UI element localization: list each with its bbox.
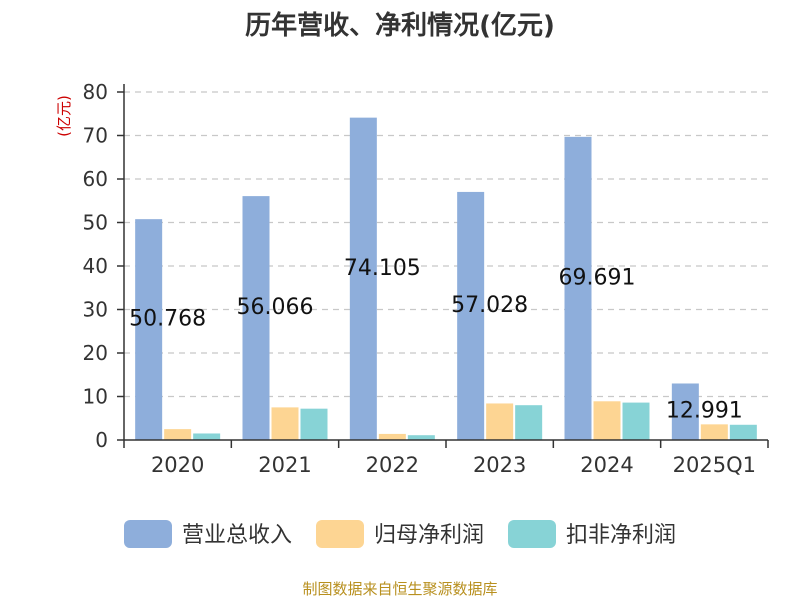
data-label: 69.691 [559, 265, 636, 290]
bar-扣非净利润-2025Q1 [729, 424, 757, 440]
y-tick-label: 30 [83, 298, 108, 322]
bar-归母净利润-2022 [378, 433, 406, 440]
x-tick-label: 2020 [151, 453, 204, 477]
y-tick-label: 0 [95, 428, 108, 452]
chart-title: 历年营收、净利情况(亿元) [245, 10, 555, 41]
y-tick-label: 20 [83, 341, 108, 365]
legend-swatch[interactable] [124, 520, 172, 548]
bar-营业总收入-2023 [457, 191, 485, 440]
legend-label[interactable]: 营业总收入 [182, 523, 292, 548]
source-note: 制图数据来自恒生聚源数据库 [302, 580, 497, 598]
data-label: 57.028 [451, 293, 528, 318]
legend-label[interactable]: 归母净利润 [374, 523, 484, 548]
data-label: 74.105 [344, 256, 421, 281]
y-tick-label: 60 [83, 167, 108, 191]
bar-营业总收入-2024 [564, 136, 592, 440]
bar-营业总收入-2021 [242, 196, 270, 440]
data-labels: 50.768 56.066 74.105 57.028 69.691 12.991 [129, 256, 743, 424]
bar-归母净利润-2024 [593, 401, 621, 440]
legend[interactable]: 营业总收入 归母净利润 扣非净利润 [124, 520, 676, 548]
legend-label[interactable]: 扣非净利润 [566, 523, 676, 548]
x-tick-label: 2023 [473, 453, 526, 477]
bar-扣非净利润-2020 [193, 433, 221, 440]
bar-营业总收入-2020 [135, 219, 163, 440]
bar-扣非净利润-2024 [622, 402, 650, 440]
bar-营业总收入-2025Q1 [671, 383, 699, 440]
data-label: 56.066 [237, 295, 314, 320]
x-tick-label: 2021 [258, 453, 311, 477]
bar-归母净利润-2020 [164, 429, 192, 440]
data-label: 50.768 [129, 307, 206, 332]
bar-扣非净利润-2023 [515, 405, 543, 440]
y-tick-label: 70 [83, 124, 108, 148]
bars [135, 117, 757, 440]
x-tick-label: 2022 [366, 453, 419, 477]
y-axis-ticks: 0 10 20 30 40 50 60 70 80 [83, 80, 124, 452]
bar-归母净利润-2023 [486, 403, 514, 440]
y-tick-label: 50 [83, 211, 108, 235]
axes [123, 84, 768, 441]
bar-归母净利润-2021 [271, 407, 299, 440]
legend-swatch[interactable] [316, 520, 364, 548]
x-tick-label: 2024 [580, 453, 633, 477]
y-tick-label: 40 [83, 254, 108, 278]
x-axis-ticks: 2020 2021 2022 2023 2024 2025Q1 [123, 440, 769, 477]
y-tick-label: 10 [83, 385, 108, 409]
bar-营业总收入-2022 [349, 117, 377, 440]
y-axis-unit: (亿元) [55, 95, 73, 137]
data-label: 12.991 [666, 398, 743, 423]
x-tick-label: 2025Q1 [673, 453, 756, 477]
bar-归母净利润-2025Q1 [700, 424, 728, 440]
grid-lines [124, 91, 768, 398]
bar-扣非净利润-2021 [300, 408, 328, 440]
bar-扣非净利润-2022 [407, 435, 435, 440]
y-tick-label: 80 [83, 80, 108, 104]
legend-swatch[interactable] [508, 520, 556, 548]
